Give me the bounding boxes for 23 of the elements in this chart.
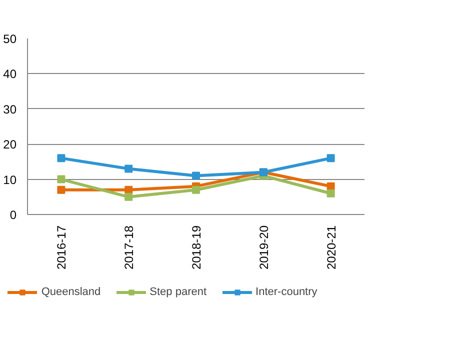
y-tick-label: 0 [10, 208, 17, 222]
x-tick-label: 2019-20 [256, 225, 271, 270]
y-tick-label: 50 [3, 32, 17, 46]
point [326, 154, 335, 162]
point [57, 175, 66, 184]
legend-label: Step parent [150, 286, 207, 298]
legend-label: Inter-country [256, 286, 318, 298]
point [124, 192, 133, 201]
legend-label: Queensland [41, 286, 101, 298]
y-tick-label: 10 [3, 172, 17, 187]
x-tick-label: 2017-18 [122, 225, 136, 270]
x-tick-label: 2016-17 [54, 225, 69, 270]
x-tick-label: 2020-21 [324, 225, 338, 270]
point [192, 186, 200, 194]
point [192, 172, 200, 180]
point [57, 154, 66, 162]
x-tick-label: 2018-19 [190, 225, 204, 270]
point [326, 189, 335, 198]
y-tick-label: 40 [3, 67, 17, 82]
y-tick-label: 30 [3, 102, 17, 116]
point [57, 186, 66, 194]
point [124, 164, 133, 173]
y-tick-label: 20 [3, 138, 17, 152]
